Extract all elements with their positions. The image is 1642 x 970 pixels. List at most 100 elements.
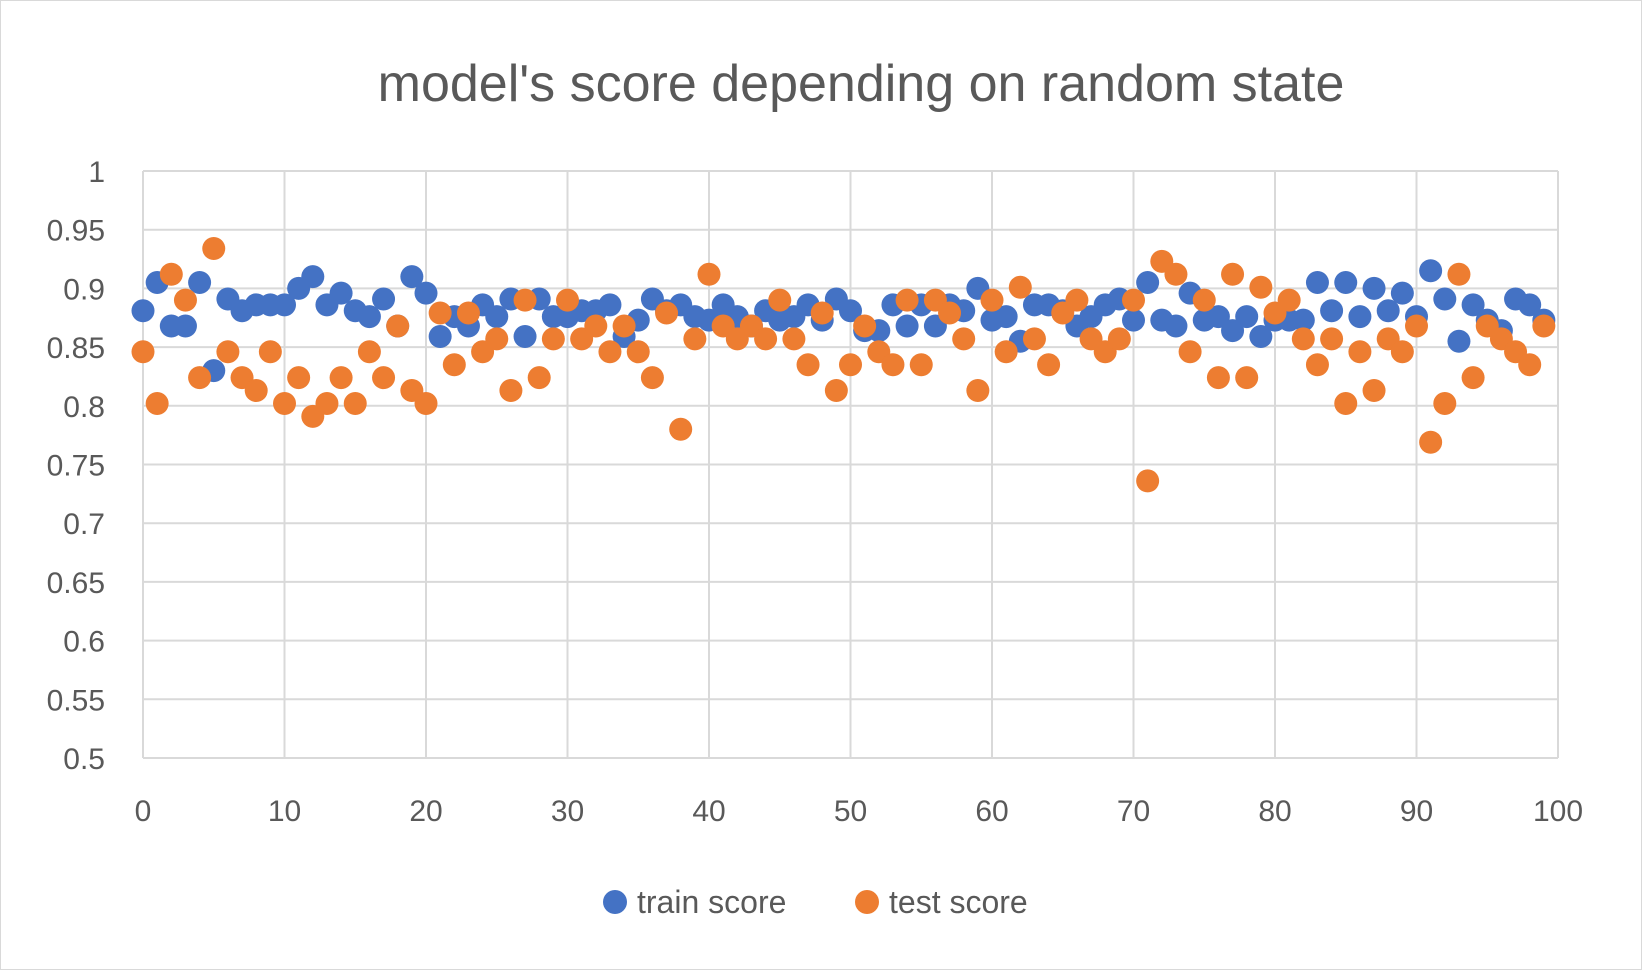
test-score-point <box>485 327 509 351</box>
legend-label-test-score: test score <box>889 884 1028 920</box>
test-score-point <box>1291 327 1315 351</box>
train-score-point <box>1136 271 1160 295</box>
test-score-point <box>853 314 877 338</box>
test-score-point <box>626 340 650 364</box>
y-tick-label: 0.6 <box>63 626 105 659</box>
train-score-point <box>1390 281 1414 305</box>
train-score-point <box>1221 319 1245 343</box>
test-score-point <box>357 340 381 364</box>
train-score-point <box>1362 276 1386 300</box>
test-score-point <box>1164 262 1188 286</box>
x-axis-tick-labels: 0 10 20 30 40 50 60 70 80 90 100 <box>135 795 1583 828</box>
test-score-point <box>895 288 919 312</box>
y-tick-label: 0.95 <box>47 215 105 248</box>
train-score-point <box>1235 305 1259 329</box>
test-score-point <box>1320 327 1344 351</box>
series-test-score <box>131 236 1556 493</box>
test-score-point <box>315 391 339 415</box>
y-tick-label: 0.9 <box>63 273 105 306</box>
test-score-point <box>329 366 353 390</box>
test-score-point <box>1362 379 1386 403</box>
train-score-point <box>414 281 438 305</box>
test-score-point <box>768 288 792 312</box>
train-score-point <box>598 293 622 317</box>
legend-marker-train-score <box>603 890 627 914</box>
y-tick-label: 0.7 <box>63 508 105 541</box>
test-score-point <box>1461 366 1485 390</box>
train-score-point <box>1348 305 1372 329</box>
train-score-point <box>357 305 381 329</box>
test-score-point <box>1277 288 1301 312</box>
y-tick-label: 1 <box>88 156 105 189</box>
train-score-point <box>1164 314 1188 338</box>
test-score-point <box>966 379 990 403</box>
x-tick-label: 10 <box>268 795 301 828</box>
train-score-point <box>513 325 537 349</box>
test-score-point <box>1447 262 1471 286</box>
y-axis-tick-labels: 0.5 0.55 0.6 0.65 0.7 0.75 0.8 0.85 0.9 0.95 1 <box>47 156 105 776</box>
train-score-point <box>1206 305 1230 329</box>
x-tick-label: 0 <box>135 795 152 828</box>
train-score-point <box>301 265 325 289</box>
test-score-point <box>612 314 636 338</box>
train-score-point <box>1419 259 1443 283</box>
train-score-point <box>400 265 424 289</box>
test-score-point <box>1249 275 1273 299</box>
test-score-point <box>386 314 410 338</box>
train-score-point <box>1447 329 1471 353</box>
test-score-point <box>372 366 396 390</box>
test-score-point <box>1122 288 1145 312</box>
test-score-point <box>258 340 282 364</box>
train-score-point <box>428 325 452 349</box>
x-tick-label: 30 <box>551 795 584 828</box>
test-score-point <box>754 327 778 351</box>
test-score-point <box>683 327 707 351</box>
train-score-point <box>329 281 353 305</box>
test-score-point <box>1136 469 1160 493</box>
train-score-point <box>173 314 197 338</box>
x-tick-label: 100 <box>1533 795 1583 828</box>
train-score-point <box>1122 308 1145 332</box>
grid <box>142 170 1559 759</box>
y-tick-label: 0.5 <box>63 743 105 776</box>
test-score-point <box>1037 353 1061 377</box>
train-score-point <box>1376 299 1400 323</box>
train-score-point <box>1305 271 1329 295</box>
train-score-point <box>1320 299 1344 323</box>
train-score-point <box>1518 293 1542 317</box>
x-tick-label: 20 <box>409 795 442 828</box>
y-tick-label: 0.8 <box>63 391 105 424</box>
train-score-point <box>188 271 212 295</box>
test-score-point <box>202 236 226 260</box>
y-tick-label: 0.75 <box>47 450 105 483</box>
test-score-point <box>1390 340 1414 364</box>
train-score-point <box>1334 271 1358 295</box>
test-score-point <box>1305 353 1329 377</box>
test-score-point <box>131 340 155 364</box>
test-score-point <box>1235 366 1259 390</box>
train-score-point <box>895 314 919 338</box>
test-score-point <box>1221 262 1245 286</box>
test-score-point <box>909 353 933 377</box>
test-score-point <box>640 366 664 390</box>
train-score-point <box>1461 293 1485 317</box>
test-score-point <box>1065 288 1089 312</box>
x-tick-label: 70 <box>1117 795 1150 828</box>
test-score-point <box>216 340 240 364</box>
train-score-point <box>839 299 862 323</box>
test-score-point <box>810 301 834 325</box>
y-tick-label: 0.85 <box>47 332 105 365</box>
x-tick-label: 80 <box>1258 795 1291 828</box>
legend-label-train-score: train score <box>637 884 786 920</box>
test-score-point <box>1405 314 1428 338</box>
test-score-point <box>952 327 976 351</box>
test-score-point <box>442 353 466 377</box>
legend: train score test score <box>603 884 1028 920</box>
train-score-point <box>1291 308 1315 332</box>
x-tick-label: 60 <box>975 795 1008 828</box>
test-score-point <box>287 366 311 390</box>
train-score-point <box>1249 325 1273 349</box>
train-score-point <box>1433 287 1457 311</box>
test-score-point <box>584 314 608 338</box>
test-score-point <box>824 379 848 403</box>
